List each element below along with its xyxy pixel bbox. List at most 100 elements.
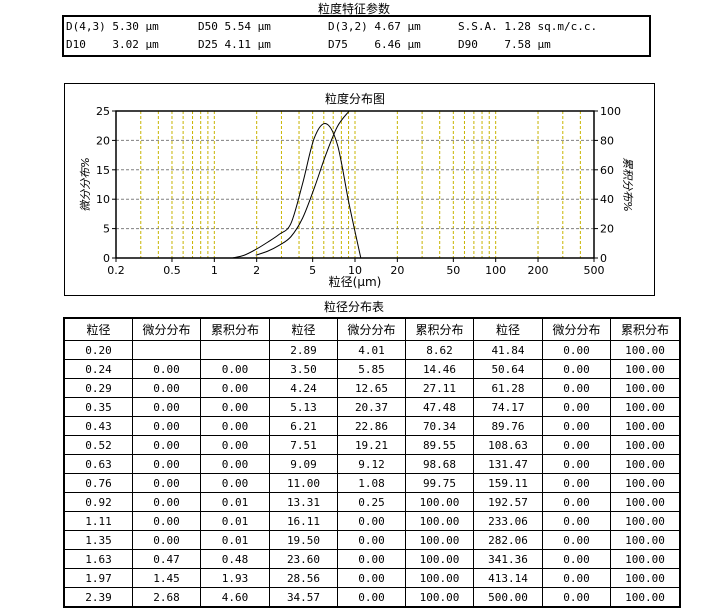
param-unit: μm	[537, 38, 551, 51]
table-cell: 100.00	[610, 473, 681, 493]
table-cell: 0.00	[132, 492, 201, 512]
y-tick-label: 10	[96, 193, 110, 206]
table-cell: 0.01	[200, 511, 270, 531]
table-row: 1.11 0.00 0.01 16.11 0.00 100.00 233.06 0.00 100…	[63, 511, 681, 531]
table-cell: 47.48	[405, 397, 474, 417]
table-cell: 2.39	[63, 587, 133, 608]
table-cell: 100.00	[610, 378, 681, 398]
table-cell: 0.00	[542, 587, 611, 608]
table-cell: 0.25	[337, 492, 406, 512]
table-cell: 12.65	[337, 378, 406, 398]
param-d50: D50 5.54 μm	[198, 20, 271, 33]
y-tick-label: 0	[103, 252, 110, 265]
param-label: D10	[66, 38, 86, 51]
param-label: D90	[458, 38, 478, 51]
table-cell: 70.34	[405, 416, 474, 436]
column-header: 微分分布	[337, 317, 406, 341]
table-cell: 0.00	[542, 435, 611, 455]
param-value: 6.46	[374, 38, 401, 51]
table-cell: 100.00	[610, 340, 681, 360]
table-cell: 0.00	[200, 378, 270, 398]
table-cell: 11.00	[269, 473, 338, 493]
table-cell: 74.17	[473, 397, 543, 417]
y-tick-label: 20	[96, 134, 110, 147]
x-tick-label: 0.2	[107, 264, 125, 277]
table-cell: 0.00	[337, 511, 406, 531]
table-cell: 3.50	[269, 359, 338, 379]
column-header: 粒径	[63, 317, 133, 341]
table-cell	[132, 340, 201, 360]
table-cell: 233.06	[473, 511, 543, 531]
x-tick-label: 200	[528, 264, 549, 277]
x-axis-label: 粒径(μm)	[329, 274, 382, 289]
table-row: 0.43 0.00 0.00 6.21 22.86 70.34 89.76 0.00 100.0…	[63, 416, 681, 436]
param-value: 3.02	[112, 38, 139, 51]
table-row: 0.52 0.00 0.00 7.51 19.21 89.55 108.63 0.00 100.…	[63, 435, 681, 455]
table-cell: 0.00	[337, 568, 406, 588]
param-label: D50	[198, 20, 218, 33]
param-unit: μm	[257, 20, 271, 33]
table-cell: 34.57	[269, 587, 338, 608]
table-cell: 89.55	[405, 435, 474, 455]
table-row: 0.29 0.00 0.00 4.24 12.65 27.11 61.28 0.00 100.0…	[63, 378, 681, 398]
table-cell: 100.00	[610, 454, 681, 474]
table-cell: 0.00	[132, 359, 201, 379]
table-cell: 100.00	[610, 549, 681, 569]
table-cell: 0.00	[132, 473, 201, 493]
y2-tick-label: 20	[600, 223, 614, 236]
table-cell: 282.06	[473, 530, 543, 550]
table-cell: 100.00	[405, 568, 474, 588]
table-cell: 100.00	[610, 492, 681, 512]
table-cell: 0.20	[63, 340, 133, 360]
table-cell: 0.76	[63, 473, 133, 493]
param-label: D(4,3)	[66, 20, 106, 33]
table-row: 1.35 0.00 0.01 19.50 0.00 100.00 282.06 0.00 100…	[63, 530, 681, 550]
table-cell: 50.64	[473, 359, 543, 379]
table-cell: 0.63	[63, 454, 133, 474]
x-tick-label: 0.5	[163, 264, 181, 277]
table-cell: 2.68	[132, 587, 201, 608]
table-cell: 0.00	[132, 511, 201, 531]
x-tick-label: 100	[485, 264, 506, 277]
table-row: 0.76 0.00 0.00 11.00 1.08 99.75 159.11 0.00 100.…	[63, 473, 681, 493]
table-cell: 0.00	[542, 568, 611, 588]
x-tick-label: 10	[348, 264, 362, 277]
table-cell: 89.76	[473, 416, 543, 436]
x-tick-label: 5	[309, 264, 316, 277]
x-tick-label: 500	[584, 264, 605, 277]
table-cell: 100.00	[610, 530, 681, 550]
table-cell: 0.00	[542, 397, 611, 417]
param-label: D(3,2)	[328, 20, 368, 33]
y-tick-label: 25	[96, 105, 110, 118]
table-cell: 0.00	[542, 359, 611, 379]
param-value: 5.54	[224, 20, 252, 33]
table-row: 1.97 1.45 1.93 28.56 0.00 100.00 413.14 0.00 100…	[63, 568, 681, 588]
table-cell: 100.00	[405, 549, 474, 569]
table-cell: 0.00	[542, 492, 611, 512]
table-cell: 0.00	[542, 530, 611, 550]
table-cell: 23.60	[269, 549, 338, 569]
table-cell: 20.37	[337, 397, 406, 417]
table-cell: 413.14	[473, 568, 543, 588]
table-cell: 341.36	[473, 549, 543, 569]
table-cell: 0.00	[200, 359, 270, 379]
params-title: 粒度特征参数	[317, 2, 390, 16]
table-cell: 27.11	[405, 378, 474, 398]
column-header: 微分分布	[132, 317, 201, 341]
param-value: 5.30	[112, 20, 139, 33]
table-cell: 0.00	[200, 454, 270, 474]
y-tick-label: 15	[96, 164, 110, 177]
param-value: 1.28	[504, 20, 531, 33]
table-cell: 0.48	[200, 549, 270, 569]
table-title: 粒径分布表	[323, 300, 384, 314]
differential-curve	[232, 122, 362, 259]
table-cell: 1.08	[337, 473, 406, 493]
param-ssa: S.S.A. 1.28 sq.m/c.c.	[458, 20, 597, 33]
table-cell: 5.85	[337, 359, 406, 379]
table-cell: 41.84	[473, 340, 543, 360]
table-cell: 0.00	[132, 454, 201, 474]
table-cell: 9.09	[269, 454, 338, 474]
x-tick-label: 2	[253, 264, 260, 277]
table-cell: 19.50	[269, 530, 338, 550]
table-cell: 0.00	[200, 473, 270, 493]
